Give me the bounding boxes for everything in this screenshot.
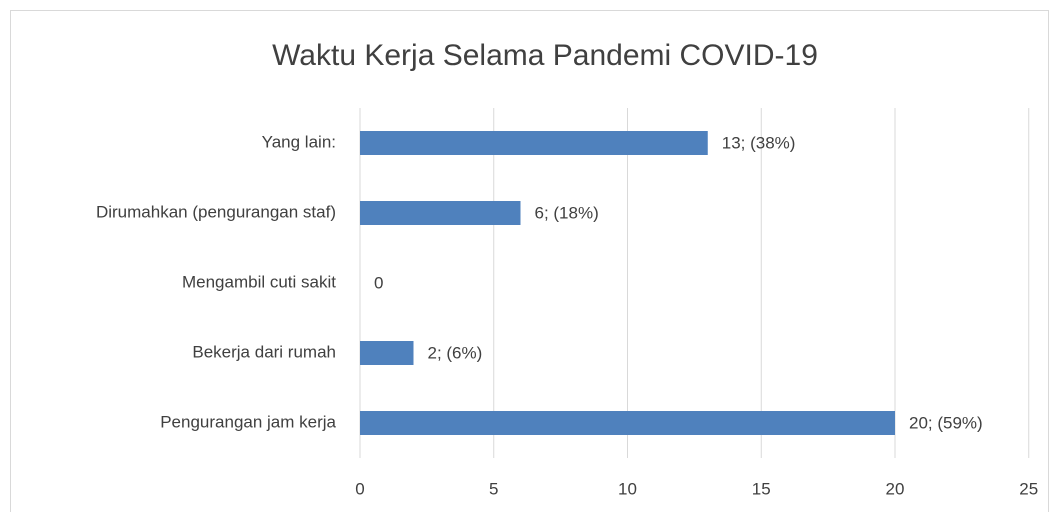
x-tick-label: 0 <box>355 479 364 498</box>
x-tick-label: 10 <box>618 479 637 498</box>
bar <box>360 201 521 225</box>
x-tick-label: 20 <box>886 479 905 498</box>
y-tick-label: Bekerja dari rumah <box>192 342 336 361</box>
bar <box>360 341 414 365</box>
y-tick-label: Dirumahkan (pengurangan staf) <box>96 202 336 221</box>
x-tick-label: 15 <box>752 479 771 498</box>
x-tick-label: 5 <box>489 479 498 498</box>
data-label: 6; (18%) <box>535 203 599 222</box>
chart-border <box>10 10 1049 517</box>
chart-title: Waktu Kerja Selama Pandemi COVID-19 <box>272 39 818 72</box>
bar <box>360 131 708 155</box>
bar <box>360 411 895 435</box>
data-label: 2; (6%) <box>428 343 483 362</box>
data-label: 0 <box>374 273 383 292</box>
x-tick-label: 25 <box>1019 479 1038 498</box>
y-tick-label: Yang lain: <box>262 132 336 151</box>
y-tick-label: Pengurangan jam kerja <box>160 412 336 431</box>
data-label: 13; (38%) <box>722 133 796 152</box>
data-label: 20; (59%) <box>909 413 983 432</box>
y-tick-label: Mengambil cuti sakit <box>182 272 336 291</box>
